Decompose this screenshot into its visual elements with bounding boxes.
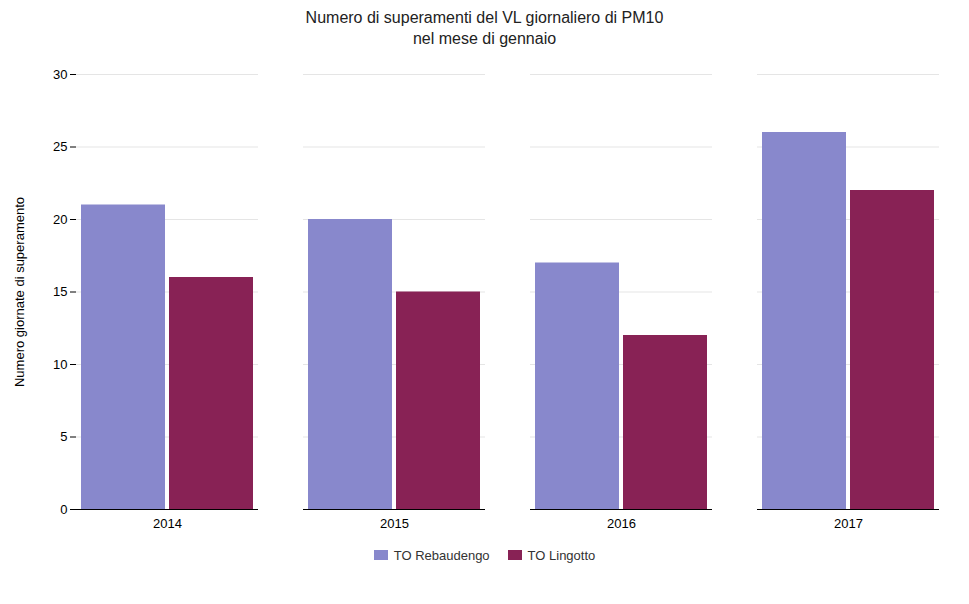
svg-text:15: 15 xyxy=(53,284,67,299)
svg-text:0: 0 xyxy=(60,501,67,516)
svg-text:5: 5 xyxy=(60,429,67,444)
svg-text:2015: 2015 xyxy=(380,515,409,530)
html-text:Numero di superamenti del VL g: Numero di superamenti del VL giornaliero… xyxy=(305,9,664,26)
svg-text:2014: 2014 xyxy=(153,515,182,530)
svg-text:10: 10 xyxy=(53,356,67,371)
html-text:TO Lingotto: TO Lingotto xyxy=(527,547,596,563)
svg-text:2016: 2016 xyxy=(607,515,636,530)
svg-text:20: 20 xyxy=(53,211,67,226)
svg-text:30: 30 xyxy=(53,66,67,81)
svg-text:25: 25 xyxy=(53,139,67,154)
svg-text:2017: 2017 xyxy=(834,515,863,530)
html-text:nel mese di gennaio: nel mese di gennaio xyxy=(412,29,557,47)
svg-text:Numero giornate di superamento: Numero giornate di superamento xyxy=(12,197,27,387)
html-text:TO Rebaudengo: TO Rebaudengo xyxy=(393,547,490,563)
